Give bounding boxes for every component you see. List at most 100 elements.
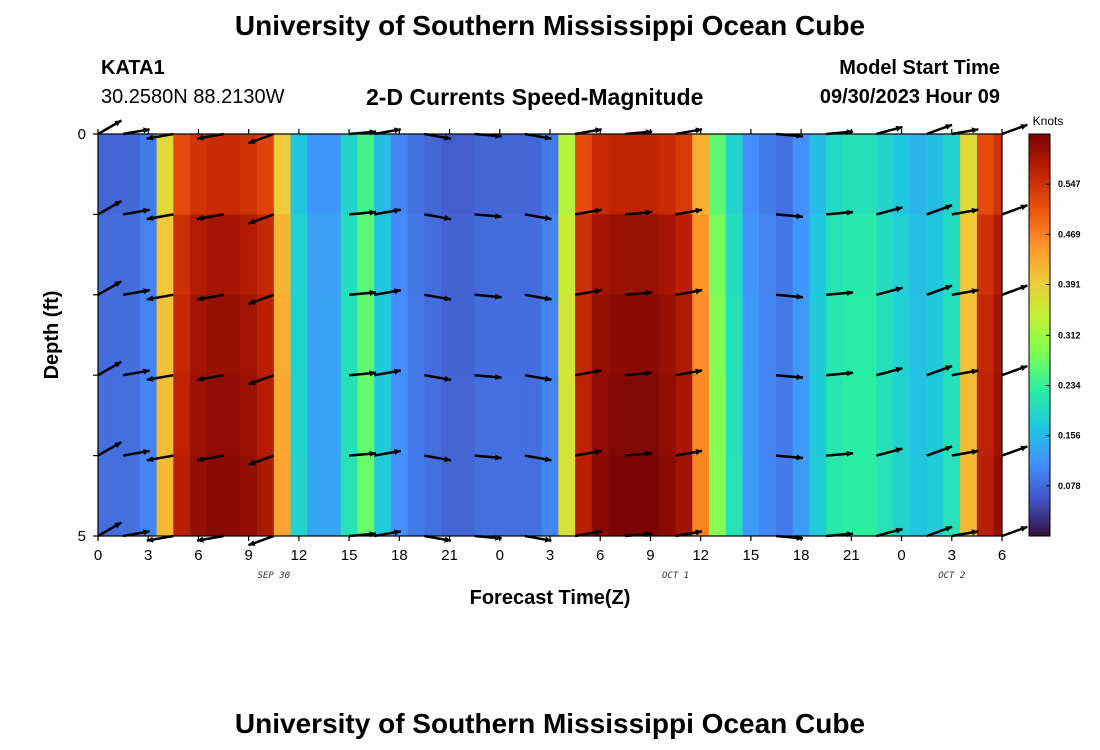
colorbar-tick-label: 0.469: [1058, 229, 1081, 239]
y-tick-label: 5: [78, 528, 86, 545]
heat-cell: [859, 455, 878, 536]
heat-cell: [374, 214, 392, 296]
current-vector-head: [114, 120, 122, 127]
current-vector-head: [645, 450, 653, 457]
current-vector-head: [143, 127, 150, 134]
heat-cell: [374, 455, 392, 536]
date-label: SEP 30: [258, 571, 291, 581]
current-vector-head: [248, 138, 256, 144]
current-vector-head: [1020, 365, 1028, 371]
heat-cell: [709, 455, 727, 536]
current-vector-head: [595, 127, 602, 134]
heat-cell: [123, 134, 141, 215]
current-vector-head: [544, 456, 552, 463]
heat-cell: [139, 134, 158, 215]
heat-cell: [156, 375, 174, 457]
current-vector-head: [143, 529, 150, 536]
heat-cell: [491, 214, 509, 296]
heat-cell: [357, 214, 375, 296]
heat-cell: [424, 134, 442, 215]
heat-cell: [776, 455, 794, 536]
heat-cell: [541, 214, 559, 296]
current-vector-head: [595, 449, 602, 455]
current-vector-head: [394, 288, 401, 295]
x-tick-label: 18: [793, 547, 810, 564]
heat-cell: [474, 294, 493, 376]
heat-cell: [809, 294, 827, 376]
heat-cell: [390, 134, 409, 215]
heat-cell: [859, 214, 878, 296]
current-vector-head: [544, 536, 552, 543]
colorbar-tick-label: 0.156: [1058, 431, 1081, 441]
station-location: 30.2580N 88.2130W: [101, 86, 285, 108]
plot-title: 2-D Currents Speed-Magnitude: [366, 84, 704, 110]
current-vector-head: [444, 375, 451, 382]
heat-cell: [742, 214, 760, 296]
heat-cell: [457, 214, 476, 296]
current-vector-head: [544, 295, 552, 302]
current-vector-head: [197, 215, 204, 221]
current-vector-head: [796, 374, 803, 380]
current-vector-head: [846, 370, 854, 377]
heat-cell: [524, 455, 543, 536]
heat-cell: [106, 134, 124, 215]
current-vector-head: [796, 293, 803, 300]
heat-cell: [776, 294, 794, 376]
heat-cell: [106, 214, 124, 296]
heat-cell: [441, 455, 459, 536]
heat-cell: [759, 214, 777, 296]
current-vector-head: [971, 368, 979, 375]
heat-cell: [893, 375, 911, 457]
heat-cell: [190, 214, 208, 296]
current-vector-head: [369, 450, 376, 457]
heat-cell: [960, 455, 978, 536]
heat-cell: [340, 455, 359, 536]
heat-cell: [524, 294, 543, 376]
heat-cell: [876, 455, 894, 536]
heat-cell: [541, 294, 559, 376]
heat-cell: [374, 294, 392, 376]
current-vector-head: [846, 290, 854, 296]
heat-cell: [558, 455, 576, 536]
heat-cell: [206, 134, 225, 215]
date-label: OCT 1: [662, 571, 689, 581]
current-vector-head: [645, 370, 653, 377]
heat-cell: [926, 294, 945, 376]
heat-cell: [491, 375, 509, 457]
heat-cell: [324, 375, 342, 457]
heat-cell: [591, 375, 610, 457]
heat-cell: [993, 375, 1002, 457]
date-label: OCT 2: [938, 571, 965, 581]
heat-cell: [675, 214, 693, 296]
heat-cell: [307, 375, 325, 457]
heat-cell: [658, 294, 677, 376]
heatmap-area: [98, 134, 1002, 536]
heat-cell: [792, 214, 811, 296]
heat-cell: [893, 214, 911, 296]
model-start-label: Model Start Time: [839, 57, 1000, 79]
y-axis-title: Depth (ft): [41, 291, 63, 380]
current-vector-head: [895, 366, 903, 373]
current-vector-head: [895, 447, 903, 454]
heat-cell: [759, 134, 777, 215]
heat-cell: [98, 455, 107, 536]
current-vector-head: [143, 368, 150, 375]
heat-cell: [575, 375, 593, 457]
heat-cell: [876, 294, 894, 376]
x-tick-label: 0: [94, 547, 102, 564]
heat-cell: [123, 375, 141, 457]
x-tick-label: 9: [646, 547, 654, 564]
current-vector-head: [248, 379, 256, 386]
heat-cell: [591, 455, 610, 536]
heat-cell: [842, 214, 861, 296]
heat-cell: [457, 375, 476, 457]
heat-cell: [223, 294, 241, 376]
heat-cell: [156, 134, 174, 215]
heat-cell: [98, 294, 107, 376]
heat-cell: [591, 294, 610, 376]
heat-cell: [826, 294, 844, 376]
heat-cell: [709, 134, 727, 215]
heat-cell: [407, 375, 426, 457]
heat-cell: [725, 455, 744, 536]
